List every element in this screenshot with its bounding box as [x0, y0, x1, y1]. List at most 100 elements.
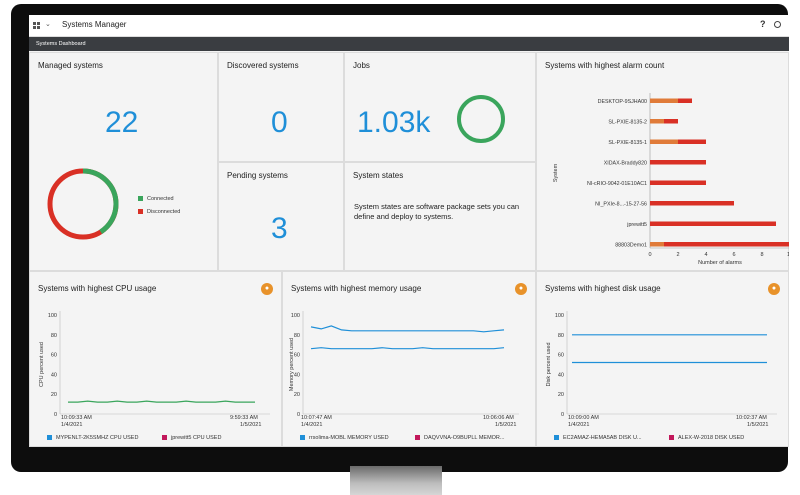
end-date: 1/5/2021	[495, 422, 517, 428]
y-tick-label: 20	[558, 392, 564, 398]
x-tick-label: 10	[787, 252, 789, 258]
system-states-tile[interactable]: System states System states are software…	[344, 162, 536, 271]
memory-usage-tile[interactable]: Systems with highest memory usage ● 100 8…	[282, 271, 536, 447]
alarm-bar-segment	[650, 160, 706, 165]
category-label: SL-PXIE-8135-2	[608, 120, 647, 126]
start-date: 1/4/2021	[61, 422, 83, 428]
alarm-bar-segment	[678, 98, 692, 103]
category-label: 88803Demo1	[615, 243, 647, 249]
tile-title: Systems with highest disk usage	[545, 284, 661, 293]
managed-systems-tile[interactable]: Managed systems 22 Connected Disconnecte…	[29, 52, 218, 271]
category-label: DESKTOP-9SJHA00	[598, 99, 647, 105]
disk-usage-tile[interactable]: Systems with highest disk usage ● 100 80 6…	[536, 271, 789, 447]
legend-label: EC2AMAZ-HEMA5AB DISK U...	[563, 435, 642, 441]
alarm-bar-segment	[650, 139, 678, 144]
y-tick-label: 100	[291, 313, 300, 319]
legend-label: Connected	[147, 196, 174, 202]
x-tick-label: 0	[648, 252, 651, 258]
series-line	[68, 400, 255, 403]
legend-item[interactable]: rrsolima-MOBL MEMORY USED	[300, 435, 389, 441]
legend-connected: Connected	[138, 196, 174, 202]
jobs-ring	[457, 95, 505, 143]
pending-count: 3	[271, 212, 288, 245]
end-date: 1/5/2021	[747, 422, 769, 428]
alarm-bar-segment	[650, 221, 776, 226]
end-date: 1/5/2021	[240, 422, 262, 428]
alarm-bar-segment	[650, 98, 678, 103]
alarm-bar-segment	[650, 242, 664, 247]
category-label: SL-PXIE-8135-1	[608, 140, 647, 146]
end-time: 10:06:06 AM	[483, 415, 514, 421]
legend-item[interactable]: ALEX-W-2018 DISK USED	[669, 435, 744, 441]
jobs-tile[interactable]: Jobs 1.03k	[344, 52, 536, 162]
alarm-bar-chart: DESKTOP-9SJHA00 SL-PXIE-8135-2 SL-PXIE-813…	[553, 93, 789, 266]
legend-item[interactable]: DAQVVNA-O9BUPLL MEMOR...	[415, 435, 504, 441]
legend-swatch	[47, 435, 52, 441]
cpu-line-chart: 100 80 60 40 20 0 CPU percent used	[39, 311, 270, 418]
series-line	[310, 347, 505, 350]
disk-line-chart: 100 80 60 40 20 0 Disk percent used	[546, 311, 777, 418]
y-tick-label: 0	[297, 412, 300, 418]
start-date: 1/4/2021	[301, 422, 323, 428]
discovered-systems-tile[interactable]: Discovered systems 0	[218, 52, 344, 162]
legend-item[interactable]: EC2AMAZ-HEMA5AB DISK U...	[554, 435, 642, 441]
y-axis-label: Disk percent used	[546, 342, 552, 386]
tile-title: Discovered systems	[227, 61, 299, 70]
tile-title: Pending systems	[227, 171, 288, 180]
y-tick-label: 80	[294, 333, 300, 339]
legend-swatch	[554, 435, 559, 441]
y-axis-label: CPU percent used	[39, 342, 45, 387]
series-line	[310, 325, 505, 333]
x-axis-label: Number of alarms	[698, 260, 742, 266]
alarm-count-tile[interactable]: Systems with highest alarm count DESKTOP…	[536, 52, 789, 271]
alarm-bar-segment	[664, 242, 789, 247]
category-label: jprewitt5	[626, 222, 647, 228]
system-states-description: System states are software package sets …	[354, 202, 520, 221]
category-label: NI-cRIO-9042-01E10AC1	[587, 181, 647, 187]
legend-swatch	[138, 209, 143, 215]
start-time: 10:07:47 AM	[301, 415, 332, 421]
legend-label: MYPENLT-2K5SMHZ CPU USED	[56, 435, 139, 441]
app-title: Systems Manager	[62, 20, 127, 29]
pending-systems-tile[interactable]: Pending systems 3	[218, 162, 344, 271]
x-tick-label: 4	[704, 252, 707, 258]
alarm-bell-icon[interactable]: ●	[515, 283, 527, 295]
y-tick-label: 60	[558, 353, 564, 359]
legend-label: DAQVVNA-O9BUPLL MEMOR...	[424, 435, 505, 441]
alarm-bar-segment	[650, 119, 664, 124]
legend-label: ALEX-W-2018 DISK USED	[678, 435, 745, 441]
monitor-bezel: ⌄ Systems Manager ? Systems Dashboard Ma…	[11, 4, 789, 472]
y-tick-label: 100	[48, 313, 57, 319]
chevron-down-icon[interactable]: ⌄	[45, 21, 51, 28]
y-tick-label: 0	[561, 412, 564, 418]
tile-title: Jobs	[353, 61, 370, 70]
category-label: XIDAX-Braddy820	[604, 161, 647, 167]
user-icon[interactable]	[774, 21, 781, 28]
tile-title: System states	[353, 171, 404, 180]
y-tick-label: 80	[51, 333, 57, 339]
alarm-bar-segment	[664, 119, 678, 124]
legend-item[interactable]: MYPENLT-2K5SMHZ CPU USED	[47, 435, 138, 441]
alarm-bell-icon[interactable]: ●	[261, 283, 273, 295]
app-grid-icon[interactable]	[33, 22, 41, 30]
end-time: 9:59:33 AM	[230, 415, 258, 421]
legend-swatch	[162, 435, 167, 441]
alarm-bar-segment	[650, 180, 706, 185]
x-tick-label: 6	[732, 252, 735, 258]
help-icon[interactable]: ?	[760, 19, 766, 29]
legend-item[interactable]: jprewitt5 CPU USED	[162, 435, 221, 441]
category-label: NI_PXIe-8...-15-27-56	[595, 202, 647, 208]
legend-label: jprewitt5 CPU USED	[171, 435, 222, 441]
cpu-usage-tile[interactable]: Systems with highest CPU usage ● 100 80 60…	[29, 271, 282, 447]
y-tick-label: 20	[294, 392, 300, 398]
donut-slice-connected	[47, 168, 119, 240]
y-tick-label: 60	[294, 353, 300, 359]
alarm-bar-segment	[678, 139, 706, 144]
alarm-bell-icon[interactable]: ●	[768, 283, 780, 295]
legend-label: rrsolima-MOBL MEMORY USED	[309, 435, 389, 441]
legend-label: Disconnected	[147, 209, 181, 215]
start-date: 1/4/2021	[568, 422, 590, 428]
jobs-donut	[457, 95, 505, 143]
managed-count: 22	[105, 106, 139, 139]
legend-swatch	[669, 435, 674, 441]
